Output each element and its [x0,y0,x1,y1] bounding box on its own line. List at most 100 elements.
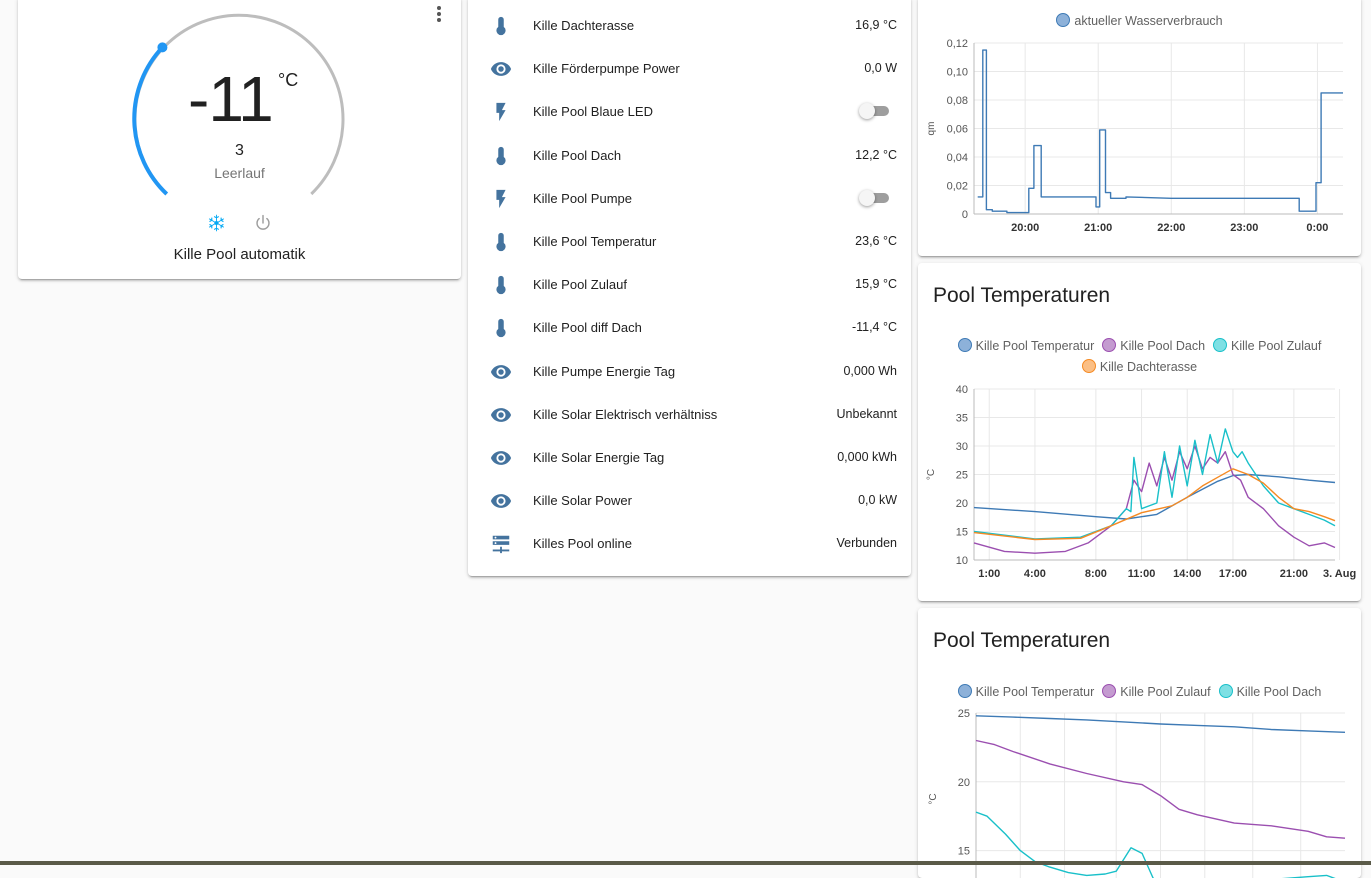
entity-state: 0,000 kWh [837,450,897,464]
thermostat-dial[interactable] [18,0,461,279]
legend-label: Kille Pool Temperatur [975,685,1095,699]
entity-name[interactable]: Kille Pool Pumpe [533,190,632,206]
toggle-switch[interactable] [859,103,893,120]
x-tick-label: 8:00 [1085,568,1107,580]
legend-item[interactable]: Kille Pool Temperatur [957,682,1095,703]
y-tick-label: 10 [956,555,968,567]
x-tick-label: 17:00 [1219,568,1247,580]
entity-state: 23,6 °C [855,234,897,248]
server-network-icon [490,533,512,555]
pool-temperatures-graph-card-2: Pool Temperaturen Kille Pool Temperatur K… [918,608,1361,878]
legend-swatch [1056,13,1071,27]
entity-name[interactable]: Kille Solar Elektrisch verhältniss [533,406,718,422]
legend-item[interactable]: Kille Pool Zulauf [1213,336,1321,357]
thermometer-icon [490,231,512,253]
temperature-unit: °C [278,70,299,90]
legend-item[interactable]: Kille Pool Dach [1218,682,1322,703]
toggle-switch[interactable] [859,189,893,206]
entity-state: Unbekannt [836,406,897,421]
entity-name[interactable]: Kille Solar Power [533,493,632,509]
series-line-0 [973,473,1336,520]
entity-state: 15,9 °C [855,277,897,292]
entity-row[interactable]: Kille Pool Dach 12,2 °C [468,133,911,176]
thermometer-icon [490,15,512,37]
entity-name[interactable]: Kille Pool Zulauf [533,277,627,293]
eye-icon [490,58,512,80]
more-vert-icon[interactable] [432,4,446,24]
x-tick-label: 22:00 [1157,222,1185,234]
entity-row[interactable]: Kille Solar Elektrisch verhältniss Unbeka… [468,392,911,435]
legend-label: Kille Pool Zulauf [1120,685,1211,699]
thermostat-card: -11 °C 3 Leerlauf Kille Pool automatik [18,0,461,279]
entity-row[interactable]: Kille Pumpe Energie Tag 0,000 Wh [468,349,911,392]
entity-state: Verbunden [836,536,897,551]
legend-label: aktueller Wasserverbrauch [1074,14,1223,28]
entity-name[interactable]: Kille Pool Temperatur [533,234,657,249]
x-tick-label: 23:00 [1230,222,1258,234]
x-tick-label: 14:00 [1173,568,1201,580]
entity-state: 0,0 kW [858,493,897,508]
series-line-3 [973,468,1336,541]
legend-label: Kille Pool Temperatur [975,339,1095,353]
entity-row[interactable]: Kille Pool Zulauf 15,9 °C [468,262,911,305]
entity-name[interactable]: Kille Pumpe Energie Tag [533,363,676,379]
legend-item[interactable]: Kille Pool Zulauf [1102,682,1211,703]
hvac-action: Leerlauf [214,165,265,181]
legend-item[interactable]: Kille Pool Dach [1102,336,1205,357]
power-icon[interactable] [252,212,274,234]
pool-temperatures-chart-2[interactable]: 15 20 25 °C [918,608,1361,878]
y-tick-label: 25 [958,708,970,720]
series-line-1 [973,445,1336,554]
legend-item[interactable]: Kille Pool Temperatur [957,336,1095,357]
entity-name[interactable]: Kille Solar Energie Tag [533,450,665,465]
x-tick-label: 20:00 [1011,222,1039,234]
series-line-0 [975,715,1346,733]
y-tick-label: 0 [962,209,968,221]
y-tick-label: 35 [956,413,968,425]
chart-legend: Kille Pool Temperatur Kille Pool Dach Kill… [918,336,1361,378]
entity-row[interactable]: Kille Dachterasse 16,9 °C [468,3,911,46]
thermometer-icon [490,274,512,296]
dial-handle [157,42,168,53]
chart-legend: Kille Pool Temperatur Kille Pool Zulauf Ki… [918,682,1361,703]
eye-icon [490,361,512,383]
entity-name[interactable]: Killes Pool online [533,536,633,552]
entity-name[interactable]: Kille Pool diff Dach [533,320,642,336]
snowflake-icon[interactable] [205,212,227,234]
series-line-1 [975,739,1346,839]
entity-name[interactable]: Kille Pool Blaue LED [533,104,653,120]
entity-state: 0,0 W [864,61,897,76]
y-tick-label: 0,12 [947,38,968,50]
entity-state: 16,9 °C [855,18,897,32]
entities-card: Kille Dachterasse 16,9 °C Kille Förderpump… [468,0,911,576]
entity-row[interactable]: Kille Pool Pumpe [468,176,911,219]
entity-row[interactable]: Kille Pool Blaue LED [468,89,911,132]
eye-icon [490,404,512,426]
y-tick-label: 0,08 [947,95,968,107]
entity-row[interactable]: Kille Pool diff Dach -11,4 °C [468,305,911,348]
legend-label: Kille Dachterasse [1099,360,1198,374]
y-tick-label: 20 [958,777,970,789]
entity-row[interactable]: Kille Pool Temperatur 23,6 °C [468,219,911,262]
entity-state: 12,2 °C [855,147,897,162]
chart-legend: aktueller Wasserverbrauch [918,11,1361,32]
legend-item[interactable]: Kille Dachterasse [1081,357,1198,378]
eye-icon [490,447,512,469]
entity-row[interactable]: Kille Solar Power 0,0 kW [468,478,911,521]
entity-row[interactable]: Killes Pool online Verbunden [468,521,911,564]
legend-item[interactable]: aktueller Wasserverbrauch [1056,11,1223,32]
entity-name[interactable]: Kille Förderpumpe Power [533,61,680,77]
entity-name[interactable]: Kille Pool Dach [533,147,622,163]
target-temperature: 3 [235,142,244,159]
y-tick-label: 0,02 [947,181,968,193]
entity-name[interactable]: Kille Dachterasse [533,18,635,33]
series-line-0 [977,49,1343,214]
entity-row[interactable]: Kille Förderpumpe Power 0,0 W [468,46,911,89]
entity-row[interactable]: Kille Solar Energie Tag 0,000 kWh [468,435,911,478]
y-tick-label: 0,06 [947,124,968,136]
pool-temperatures-chart[interactable]: 10 15 20 25 30 35 40 1:00 4:00 8:00 11:00 14:00 17:0… [918,263,1361,601]
dial-range [132,46,169,196]
water-usage-chart[interactable]: 0 0,02 0,04 0,06 0,08 0,10 0,12 20:00 21:00 22:00… [918,0,1361,256]
legend-label: Kille Pool Dach [1236,685,1322,699]
legend-swatch [957,684,972,698]
